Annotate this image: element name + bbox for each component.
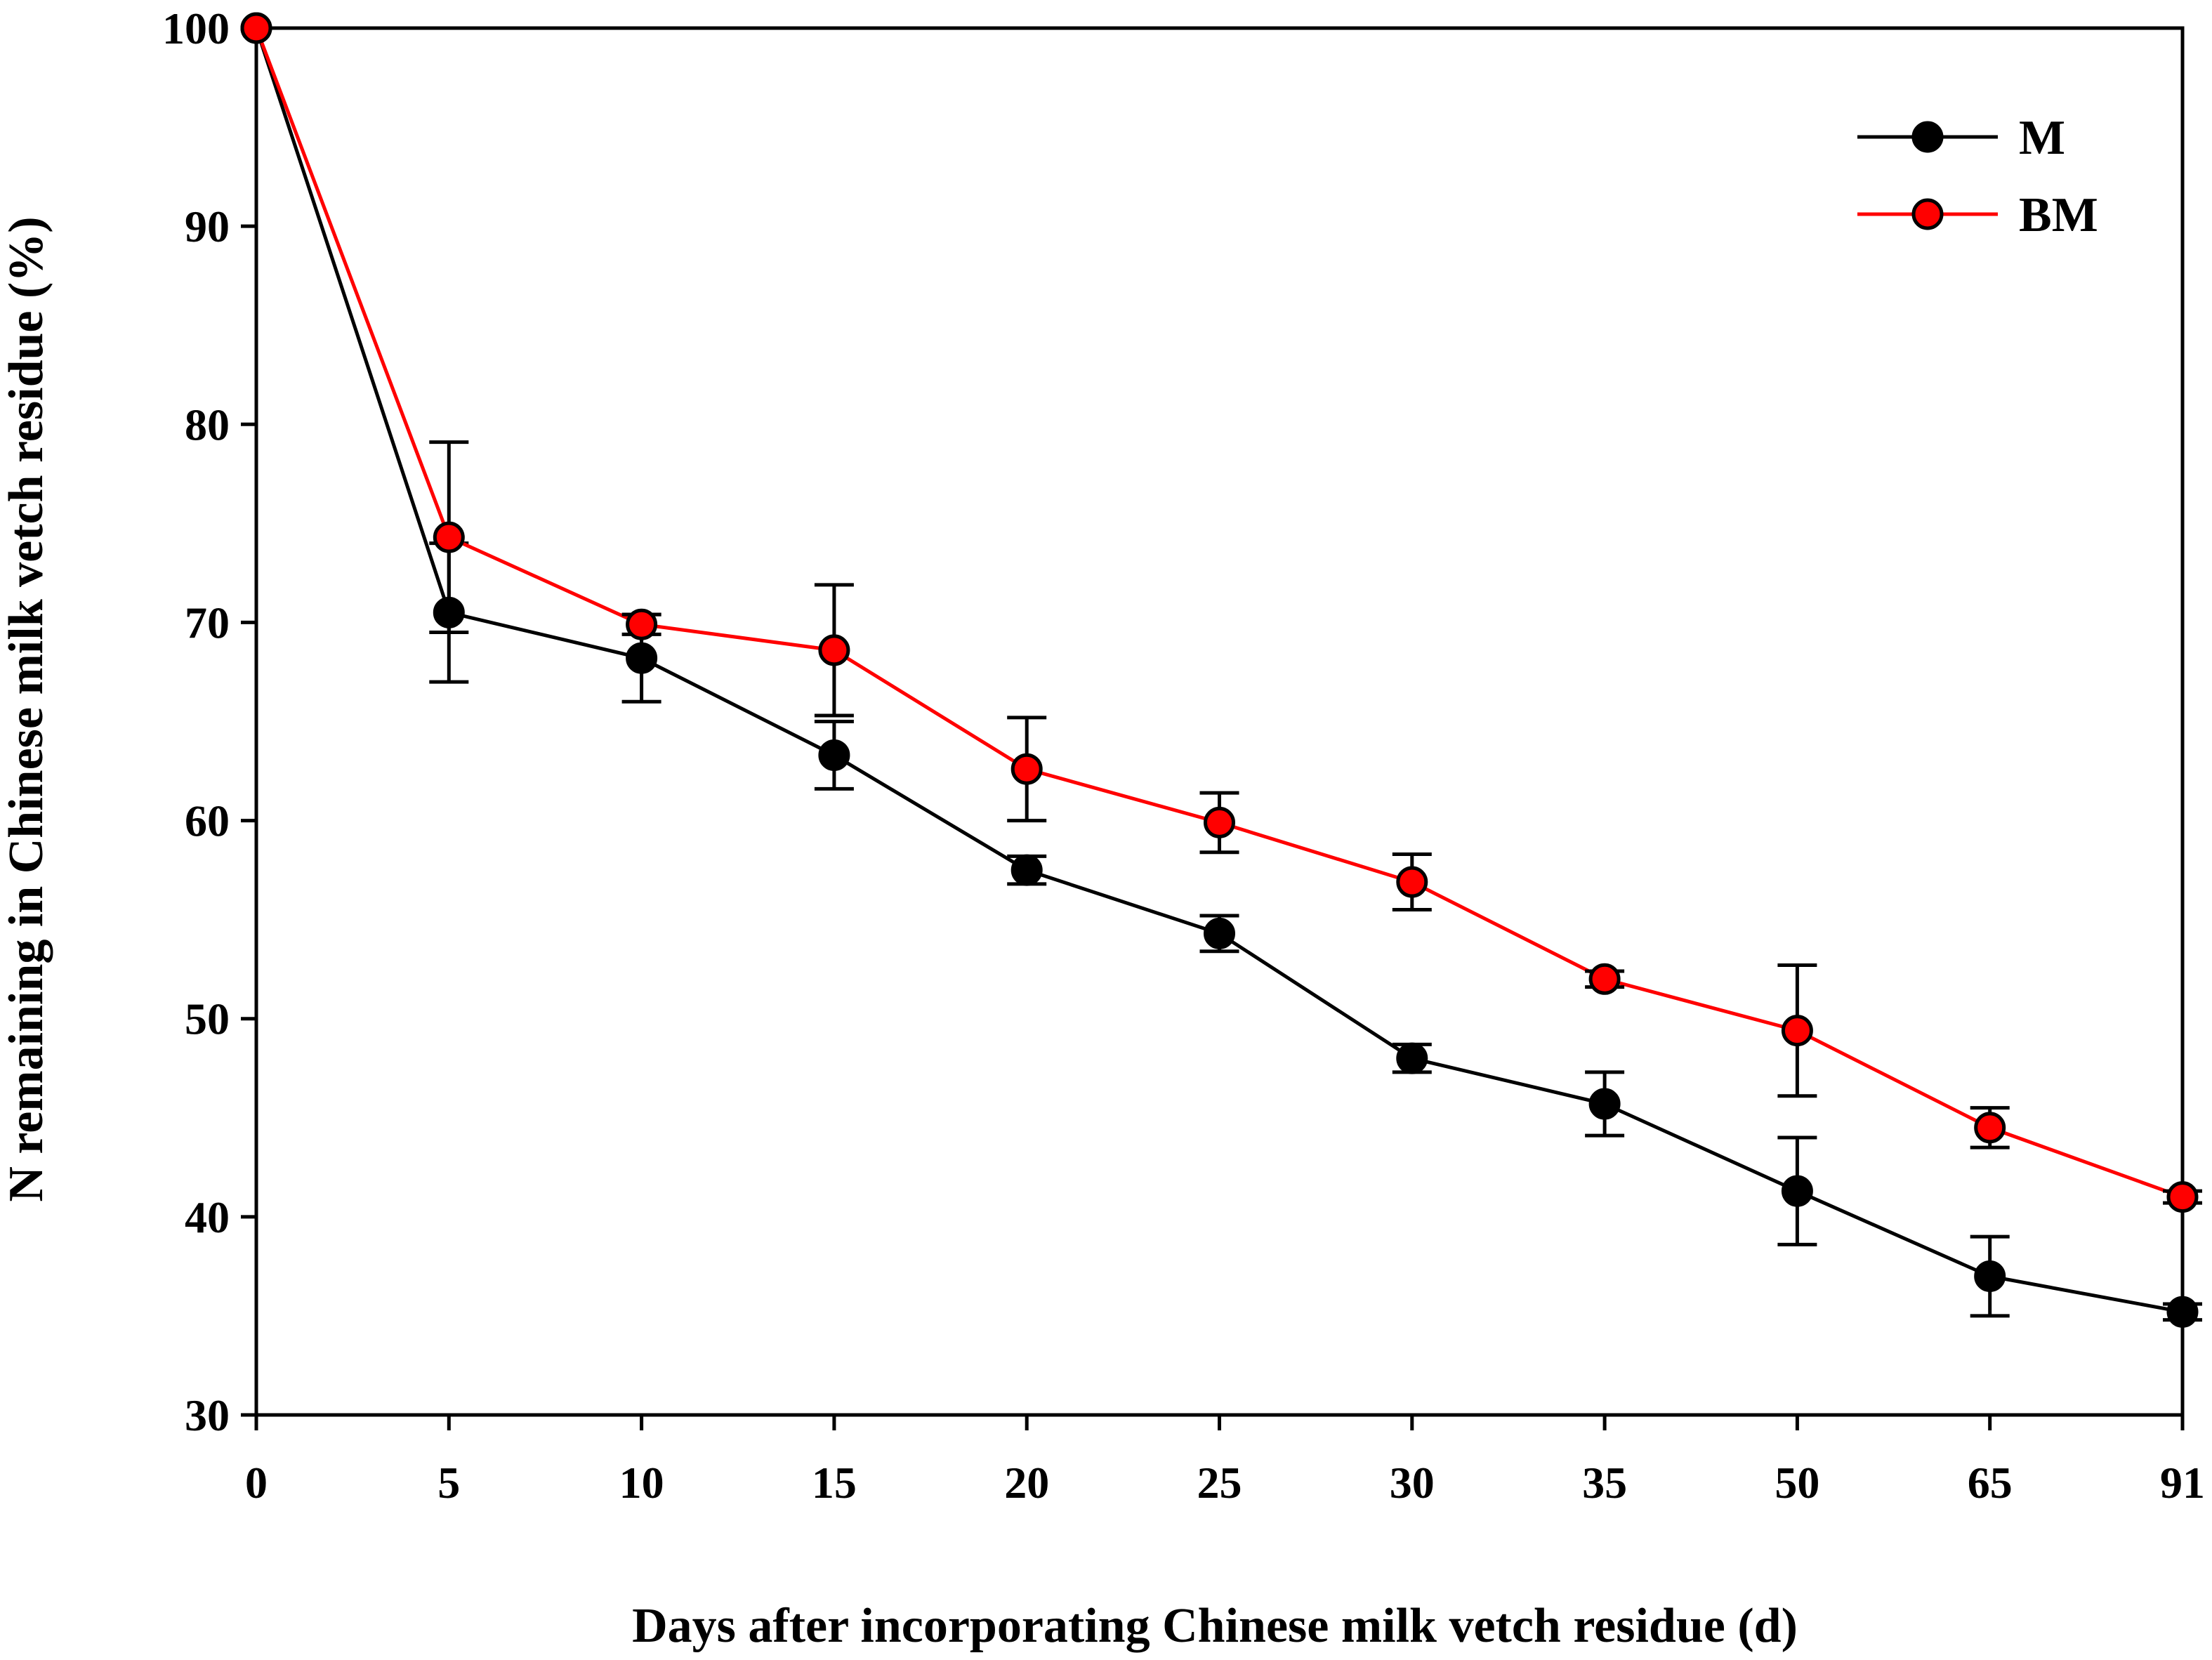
data-point <box>1204 806 1235 838</box>
y-tick-label: 70 <box>185 598 230 647</box>
data-point <box>626 608 658 640</box>
x-axis-title: Days after incorporating Chinese milk ve… <box>632 1599 1798 1653</box>
x-tick-label: 91 <box>2160 1458 2205 1508</box>
legend: M BM <box>1857 111 2098 242</box>
y-tick-label: 30 <box>185 1390 230 1440</box>
data-point <box>1010 753 1043 785</box>
data-point <box>2166 1181 2199 1213</box>
y-tick-label: 50 <box>185 994 230 1044</box>
series-line-bm <box>254 27 2183 1199</box>
x-tick-label: 10 <box>619 1458 664 1508</box>
data-point <box>433 521 465 553</box>
x-tick-label: 50 <box>1775 1458 1819 1508</box>
legend-label-bm: BM <box>2019 188 2098 242</box>
data-point <box>240 12 272 44</box>
data-point <box>1588 1088 1621 1120</box>
x-tick-label: 35 <box>1582 1458 1627 1508</box>
data-point <box>1396 1042 1428 1074</box>
data-point <box>1974 1112 2006 1144</box>
legend-marker-m <box>1911 121 1944 153</box>
y-tick-label: 90 <box>185 202 230 251</box>
series-layer <box>240 12 2202 1328</box>
data-point <box>1974 1260 2006 1292</box>
data-point <box>626 642 658 674</box>
series-m <box>240 12 2202 1328</box>
data-point <box>1781 1015 1813 1047</box>
data-point <box>1396 866 1428 898</box>
data-point <box>1010 854 1043 886</box>
legend-marker-bm <box>1911 198 1944 230</box>
data-point <box>1204 917 1235 949</box>
x-tick-label: 0 <box>245 1458 268 1508</box>
axes: 30 40 50 60 70 80 90 100 0 5 10 15 20 25 30 35 50 65 91 <box>162 4 2205 1508</box>
data-point <box>1781 1175 1813 1207</box>
data-point <box>818 634 850 666</box>
x-tick-label: 20 <box>1004 1458 1049 1508</box>
data-point <box>818 739 850 771</box>
x-tick-label: 5 <box>437 1458 460 1508</box>
x-tick-label: 30 <box>1390 1458 1435 1508</box>
y-tick-label: 80 <box>185 400 230 449</box>
legend-label-m: M <box>2019 111 2065 165</box>
y-tick-label: 100 <box>162 4 230 53</box>
series-bm <box>240 12 2202 1213</box>
x-tick-label: 65 <box>1968 1458 2013 1508</box>
y-tick-label: 60 <box>185 796 230 846</box>
plot-frame <box>254 26 2185 1417</box>
x-tick-label: 25 <box>1197 1458 1242 1508</box>
y-axis-title: N remaining in Chinese milk vetch residu… <box>0 216 53 1201</box>
x-tick-label: 15 <box>812 1458 857 1508</box>
series-line-m <box>254 27 2183 1314</box>
data-point <box>1588 963 1621 995</box>
data-point <box>2166 1296 2199 1328</box>
y-tick-label: 40 <box>185 1192 230 1242</box>
